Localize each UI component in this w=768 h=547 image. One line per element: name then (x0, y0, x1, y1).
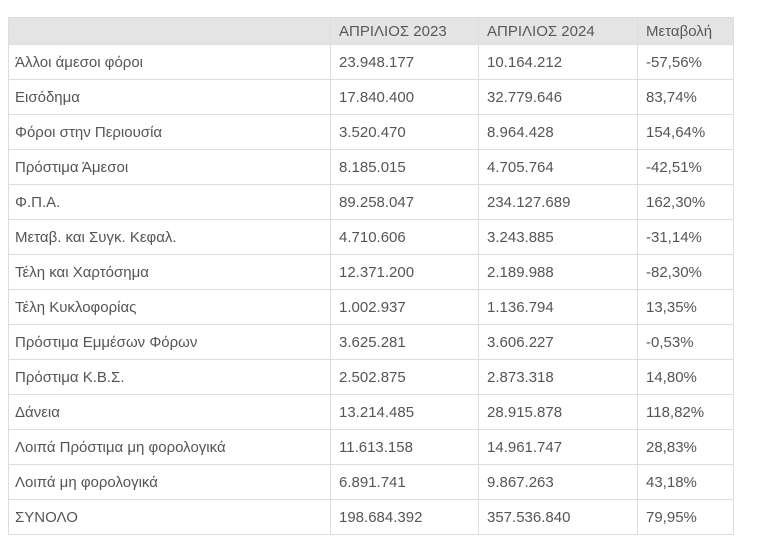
row-label-cell: Τέλη Κυκλοφορίας (8, 289, 331, 325)
row-label-cell: Πρόστιμα Κ.Β.Σ. (8, 359, 331, 395)
table-row: Άλλοι άμεσοι φόροι 23.948.177 10.164.212 -5… (8, 44, 734, 80)
column-header-april-2024: ΑΠΡΙΛΙΟΣ 2024 (478, 17, 638, 45)
change-percent-cell: -31,14% (637, 219, 734, 255)
value-april-2023-cell: 89.258.047 (330, 184, 479, 220)
value-april-2024-cell: 28.915.878 (478, 394, 638, 430)
revenue-comparison-table-container: ΑΠΡΙΛΙΟΣ 2023 ΑΠΡΙΛΙΟΣ 2024 Μεταβολή Άλλ… (8, 17, 734, 535)
change-percent-cell: 154,64% (637, 114, 734, 150)
row-label-cell: Φ.Π.Α. (8, 184, 331, 220)
value-april-2023-cell: 2.502.875 (330, 359, 479, 395)
value-april-2024-cell: 3.606.227 (478, 324, 638, 360)
change-percent-cell: 83,74% (637, 79, 734, 115)
table-row: Λοιπά Πρόστιμα μη φορολογικά 11.613.158 14… (8, 429, 734, 465)
revenue-comparison-table: ΑΠΡΙΛΙΟΣ 2023 ΑΠΡΙΛΙΟΣ 2024 Μεταβολή Άλλ… (8, 17, 734, 535)
change-percent-cell: -82,30% (637, 254, 734, 290)
change-percent-cell: 28,83% (637, 429, 734, 465)
value-april-2024-cell: 357.536.840 (478, 499, 638, 535)
value-april-2024-cell: 9.867.263 (478, 464, 638, 500)
table-body: Άλλοι άμεσοι φόροι 23.948.177 10.164.212 -5… (8, 44, 734, 535)
table-row: Τέλη και Χαρτόσημα 12.371.200 2.189.988 -82… (8, 254, 734, 290)
table-row: Τέλη Κυκλοφορίας 1.002.937 1.136.794 13,35% (8, 289, 734, 325)
header-row: ΑΠΡΙΛΙΟΣ 2023 ΑΠΡΙΛΙΟΣ 2024 Μεταβολή (8, 17, 734, 45)
row-label-cell: Λοιπά μη φορολογικά (8, 464, 331, 500)
change-percent-cell: 43,18% (637, 464, 734, 500)
change-percent-cell: -0,53% (637, 324, 734, 360)
value-april-2024-cell: 3.243.885 (478, 219, 638, 255)
column-header-category (8, 17, 331, 45)
value-april-2023-cell: 3.520.470 (330, 114, 479, 150)
change-percent-cell: 13,35% (637, 289, 734, 325)
value-april-2023-cell: 13.214.485 (330, 394, 479, 430)
row-label-cell: Λοιπά Πρόστιμα μη φορολογικά (8, 429, 331, 465)
value-april-2023-cell: 3.625.281 (330, 324, 479, 360)
row-label-cell: Πρόστιμα Άμεσοι (8, 149, 331, 185)
value-april-2023-cell: 8.185.015 (330, 149, 479, 185)
row-label-cell: Άλλοι άμεσοι φόροι (8, 44, 331, 80)
value-april-2024-cell: 234.127.689 (478, 184, 638, 220)
row-label-cell: ΣΥΝΟΛΟ (8, 499, 331, 535)
change-percent-cell: 79,95% (637, 499, 734, 535)
table-row: Μεταβ. και Συγκ. Κεφαλ. 4.710.606 3.243.88… (8, 219, 734, 255)
change-percent-cell: 118,82% (637, 394, 734, 430)
value-april-2023-cell: 12.371.200 (330, 254, 479, 290)
value-april-2024-cell: 10.164.212 (478, 44, 638, 80)
value-april-2024-cell: 32.779.646 (478, 79, 638, 115)
value-april-2023-cell: 23.948.177 (330, 44, 479, 80)
table-row: Φ.Π.Α. 89.258.047 234.127.689 162,30% (8, 184, 734, 220)
value-april-2023-cell: 198.684.392 (330, 499, 479, 535)
table-row: Εισόδημα 17.840.400 32.779.646 83,74% (8, 79, 734, 115)
value-april-2024-cell: 2.873.318 (478, 359, 638, 395)
table-row: Πρόστιμα Άμεσοι 8.185.015 4.705.764 -42,51% (8, 149, 734, 185)
column-header-change: Μεταβολή (637, 17, 734, 45)
row-label-cell: Δάνεια (8, 394, 331, 430)
table-row: Λοιπά μη φορολογικά 6.891.741 9.867.263 43,… (8, 464, 734, 500)
table-row: Φόροι στην Περιουσία 3.520.470 8.964.428 15… (8, 114, 734, 150)
change-percent-cell: -57,56% (637, 44, 734, 80)
table-row: Πρόστιμα Εμμέσων Φόρων 3.625.281 3.606.227… (8, 324, 734, 360)
value-april-2023-cell: 1.002.937 (330, 289, 479, 325)
table-row: Δάνεια 13.214.485 28.915.878 118,82% (8, 394, 734, 430)
table-row-total: ΣΥΝΟΛΟ 198.684.392 357.536.840 79,95% (8, 499, 734, 535)
value-april-2024-cell: 8.964.428 (478, 114, 638, 150)
value-april-2024-cell: 2.189.988 (478, 254, 638, 290)
row-label-cell: Εισόδημα (8, 79, 331, 115)
value-april-2023-cell: 11.613.158 (330, 429, 479, 465)
row-label-cell: Φόροι στην Περιουσία (8, 114, 331, 150)
table-row: Πρόστιμα Κ.Β.Σ. 2.502.875 2.873.318 14,80% (8, 359, 734, 395)
row-label-cell: Πρόστιμα Εμμέσων Φόρων (8, 324, 331, 360)
value-april-2023-cell: 17.840.400 (330, 79, 479, 115)
value-april-2023-cell: 6.891.741 (330, 464, 479, 500)
value-april-2024-cell: 4.705.764 (478, 149, 638, 185)
change-percent-cell: -42,51% (637, 149, 734, 185)
row-label-cell: Μεταβ. και Συγκ. Κεφαλ. (8, 219, 331, 255)
column-header-april-2023: ΑΠΡΙΛΙΟΣ 2023 (330, 17, 479, 45)
value-april-2024-cell: 1.136.794 (478, 289, 638, 325)
value-april-2024-cell: 14.961.747 (478, 429, 638, 465)
change-percent-cell: 14,80% (637, 359, 734, 395)
value-april-2023-cell: 4.710.606 (330, 219, 479, 255)
change-percent-cell: 162,30% (637, 184, 734, 220)
row-label-cell: Τέλη και Χαρτόσημα (8, 254, 331, 290)
